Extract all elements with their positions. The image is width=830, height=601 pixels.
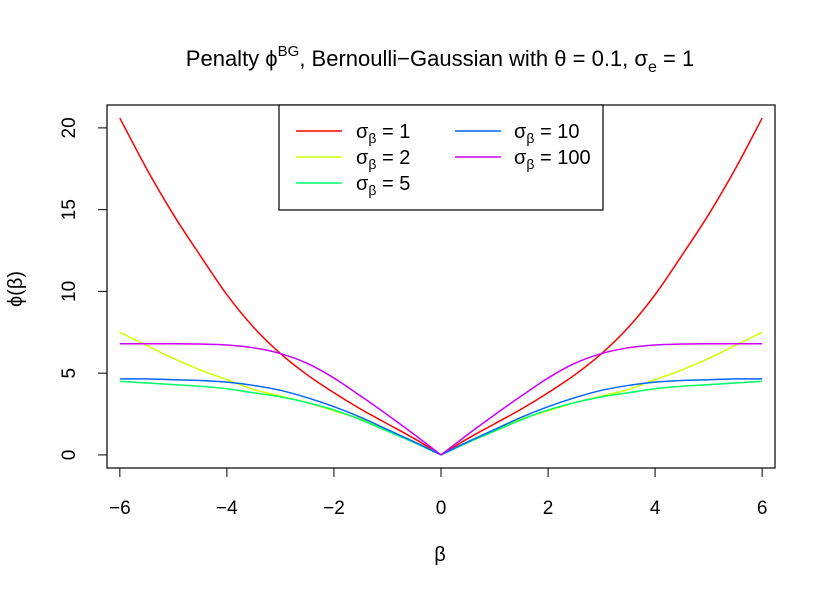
legend-subscript: β — [526, 130, 534, 146]
legend-symbol: σ — [514, 121, 527, 143]
legend-symbol: σ — [356, 173, 369, 195]
series-line-sigma-10 — [119, 378, 763, 456]
y-tick-label: 20 — [59, 117, 80, 138]
series-layer — [119, 117, 763, 456]
series-line-sigma-5 — [119, 380, 763, 456]
x-tick-label: −6 — [109, 498, 131, 519]
legend-equals: = — [376, 121, 399, 143]
legend-equals: = — [376, 173, 399, 195]
chart-title-rest: , Bernoulli−Gaussian with θ = 0.1, σ — [299, 46, 648, 71]
chart-title-superscript: BG — [278, 43, 300, 60]
legend-label: σβ = 100 — [514, 147, 591, 172]
legend-symbol: σ — [514, 147, 527, 169]
legend-value: 2 — [399, 147, 410, 169]
legend-subscript: β — [368, 182, 376, 198]
chart-title-main: Penalty ϕ — [186, 46, 278, 71]
x-tick-label: −4 — [216, 498, 238, 519]
y-tick-label: 5 — [59, 368, 80, 379]
legend-item-sigma-1: σβ = 1 — [296, 121, 410, 146]
y-tick-label: 0 — [59, 450, 80, 461]
x-axis-label: β — [434, 544, 446, 566]
y-tick-label: 10 — [59, 281, 80, 302]
y-axis-label: ϕ(β) — [5, 271, 27, 307]
legend-item-sigma-2: σβ = 2 — [296, 147, 410, 172]
legend-equals: = — [376, 147, 399, 169]
chart-title-subscript: e — [648, 59, 657, 76]
y-tick-label: 15 — [59, 199, 80, 220]
x-tick-label: 2 — [543, 498, 554, 519]
x-tick-label: 4 — [650, 498, 661, 519]
legend-equals: = — [534, 121, 557, 143]
legend-item-sigma-5: σβ = 5 — [296, 173, 410, 198]
legend-value: 100 — [557, 147, 590, 169]
legend-value: 5 — [399, 173, 410, 195]
legend-symbol: σ — [356, 121, 369, 143]
legend-item-sigma-10: σβ = 10 — [455, 121, 579, 146]
x-tick-label: 0 — [436, 498, 447, 519]
legend-symbol: σ — [356, 147, 369, 169]
x-tick-label: 6 — [757, 498, 768, 519]
legend-subscript: β — [526, 156, 534, 172]
legend-value: 10 — [557, 121, 579, 143]
chart-title: Penalty ϕBG, Bernoulli−Gaussian with θ =… — [186, 43, 694, 76]
legend-label: σβ = 10 — [514, 121, 579, 146]
series-line-sigma-2 — [119, 331, 763, 456]
legend-label: σβ = 5 — [356, 173, 410, 198]
legend-label: σβ = 2 — [356, 147, 410, 172]
x-tick-label: −2 — [323, 498, 345, 519]
legend-label: σβ = 1 — [356, 121, 410, 146]
legend-subscript: β — [368, 156, 376, 172]
series-line-sigma-100 — [119, 342, 763, 456]
legend-value: 1 — [399, 121, 410, 143]
chart-title-tail: = 1 — [657, 46, 694, 71]
legend-subscript: β — [368, 130, 376, 146]
legend-equals: = — [534, 147, 557, 169]
legend-item-sigma-100: σβ = 100 — [455, 147, 591, 172]
